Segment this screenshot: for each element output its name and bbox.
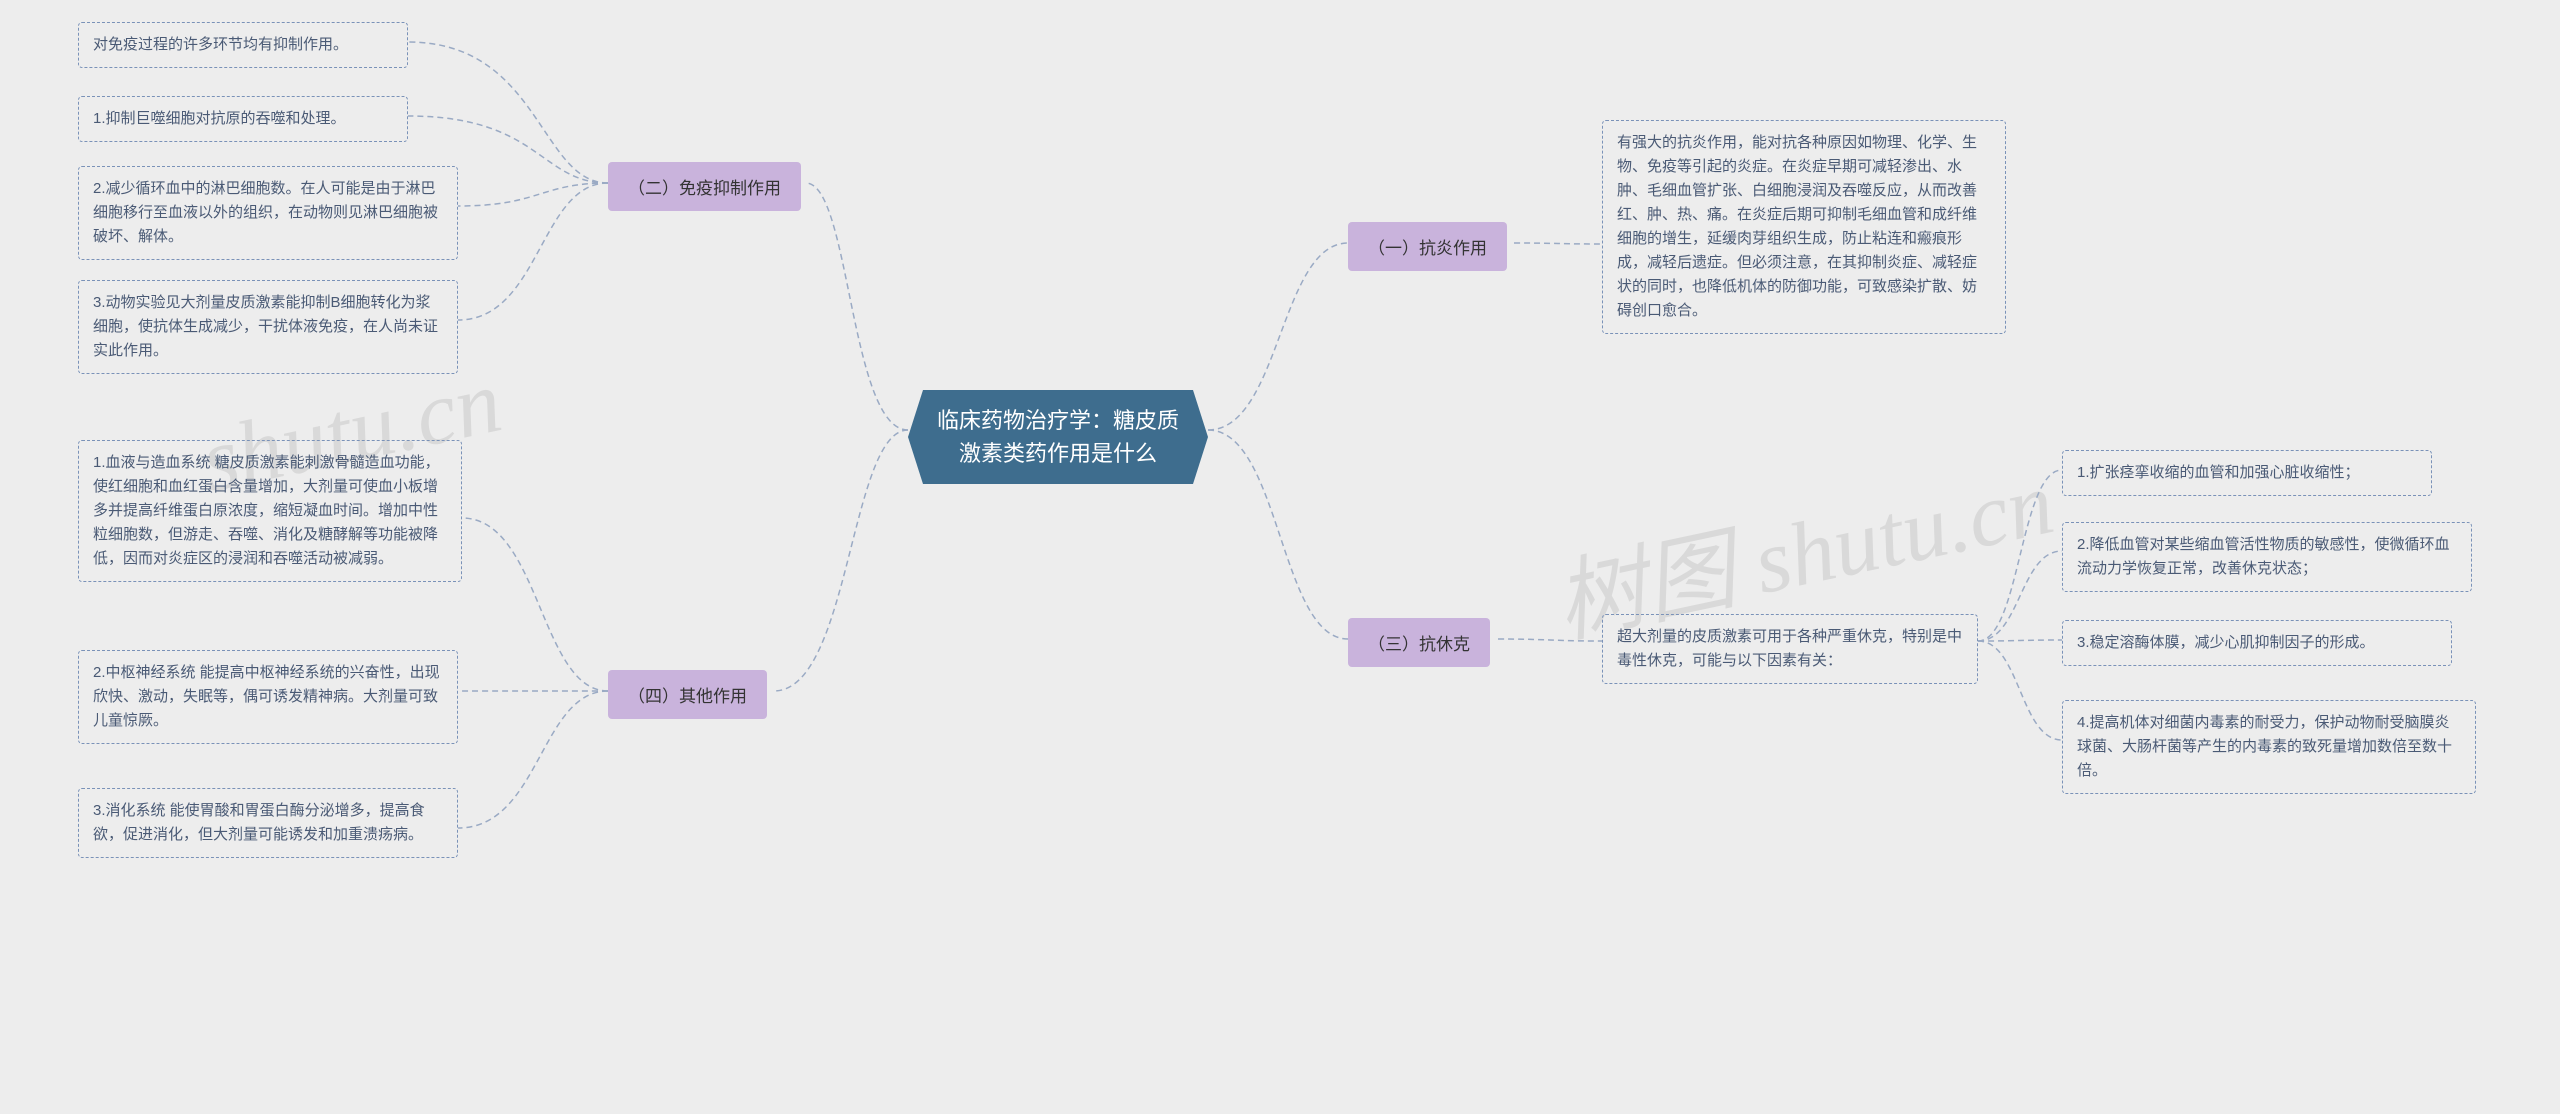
root-text: 临床药物治疗学：糖皮质激素类药作用是什么: [937, 408, 1179, 466]
leaf-text: 2.减少循环血中的淋巴细胞数。在人可能是由于淋巴细胞移行至血液以外的组织，在动物…: [93, 180, 438, 245]
branch-1-label: （一）抗炎作用: [1368, 239, 1487, 258]
leaf-immuno-2[interactable]: 2.减少循环血中的淋巴细胞数。在人可能是由于淋巴细胞移行至血液以外的组织，在动物…: [78, 166, 458, 260]
connector: [458, 183, 608, 320]
leaf-antishock-head[interactable]: 超大剂量的皮质激素可用于各种严重休克，特别是中毒性休克，可能与以下因素有关：: [1602, 614, 1978, 684]
connector: [1498, 639, 1602, 641]
connector: [462, 518, 608, 691]
leaf-text: 2.降低血管对某些缩血管活性物质的敏感性，使微循环血流动力学恢复正常，改善休克状…: [2077, 536, 2450, 577]
branch-3-label: （三）抗休克: [1368, 635, 1470, 654]
leaf-other-1[interactable]: 1.血液与造血系统 糖皮质激素能刺激骨髓造血功能，使红细胞和血红蛋白含量增加，大…: [78, 440, 462, 582]
leaf-text: 3.消化系统 能使胃酸和胃蛋白酶分泌增多，提高食欲，促进消化，但大剂量可能诱发和…: [93, 802, 425, 843]
connector: [1514, 243, 1602, 244]
connector: [1978, 551, 2062, 641]
leaf-text: 4.提高机体对细菌内毒素的耐受力，保护动物耐受脑膜炎球菌、大肠杆菌等产生的内毒素…: [2077, 714, 2452, 779]
branch-4-other[interactable]: （四）其他作用: [608, 670, 767, 719]
leaf-text: 1.抑制巨噬细胞对抗原的吞噬和处理。: [93, 110, 346, 127]
leaf-text: 对免疫过程的许多环节均有抑制作用。: [93, 36, 348, 53]
leaf-text: 1.血液与造血系统 糖皮质激素能刺激骨髓造血功能，使红细胞和血红蛋白含量增加，大…: [93, 454, 440, 567]
connector: [1978, 640, 2062, 641]
leaf-antishock-4[interactable]: 4.提高机体对细菌内毒素的耐受力，保护动物耐受脑膜炎球菌、大肠杆菌等产生的内毒素…: [2062, 700, 2476, 794]
branch-3-antishock[interactable]: （三）抗休克: [1348, 618, 1490, 667]
leaf-antishock-2[interactable]: 2.降低血管对某些缩血管活性物质的敏感性，使微循环血流动力学恢复正常，改善休克状…: [2062, 522, 2472, 592]
leaf-text: 3.动物实验见大剂量皮质激素能抑制B细胞转化为浆细胞，使抗体生成减少，干扰体液免…: [93, 294, 438, 359]
branch-4-label: （四）其他作用: [628, 687, 747, 706]
connector: [408, 42, 608, 183]
leaf-immuno-3[interactable]: 3.动物实验见大剂量皮质激素能抑制B细胞转化为浆细胞，使抗体生成减少，干扰体液免…: [78, 280, 458, 374]
leaf-text: 3.稳定溶酶体膜，减少心肌抑制因子的形成。: [2077, 634, 2375, 651]
connector: [774, 430, 908, 691]
connector: [1208, 430, 1348, 639]
leaf-antiinflammatory-desc[interactable]: 有强大的抗炎作用，能对抗各种原因如物理、化学、生物、免疫等引起的炎症。在炎症早期…: [1602, 120, 2006, 334]
leaf-immuno-1[interactable]: 1.抑制巨噬细胞对抗原的吞噬和处理。: [78, 96, 408, 142]
connector: [1978, 470, 2062, 641]
connector: [458, 183, 608, 206]
leaf-antishock-1[interactable]: 1.扩张痉挛收缩的血管和加强心脏收缩性；: [2062, 450, 2432, 496]
connector: [458, 691, 608, 828]
leaf-other-2[interactable]: 2.中枢神经系统 能提高中枢神经系统的兴奋性，出现欣快、激动，失眠等，偶可诱发精…: [78, 650, 458, 744]
leaf-other-3[interactable]: 3.消化系统 能使胃酸和胃蛋白酶分泌增多，提高食欲，促进消化，但大剂量可能诱发和…: [78, 788, 458, 858]
root-node[interactable]: 临床药物治疗学：糖皮质激素类药作用是什么: [908, 390, 1208, 484]
branch-2-label: （二）免疫抑制作用: [628, 179, 781, 198]
branch-1-antiinflammatory[interactable]: （一）抗炎作用: [1348, 222, 1507, 271]
connector: [1978, 641, 2062, 740]
leaf-text: 1.扩张痉挛收缩的血管和加强心脏收缩性；: [2077, 464, 2360, 481]
leaf-immuno-0[interactable]: 对免疫过程的许多环节均有抑制作用。: [78, 22, 408, 68]
leaf-text: 2.中枢神经系统 能提高中枢神经系统的兴奋性，出现欣快、激动，失眠等，偶可诱发精…: [93, 664, 440, 729]
connector: [806, 183, 908, 430]
leaf-text: 有强大的抗炎作用，能对抗各种原因如物理、化学、生物、免疫等引起的炎症。在炎症早期…: [1617, 134, 1977, 319]
leaf-antishock-3[interactable]: 3.稳定溶酶体膜，减少心肌抑制因子的形成。: [2062, 620, 2452, 666]
branch-2-immunosuppression[interactable]: （二）免疫抑制作用: [608, 162, 801, 211]
connector: [1208, 243, 1348, 430]
leaf-text: 超大剂量的皮质激素可用于各种严重休克，特别是中毒性休克，可能与以下因素有关：: [1617, 628, 1962, 669]
